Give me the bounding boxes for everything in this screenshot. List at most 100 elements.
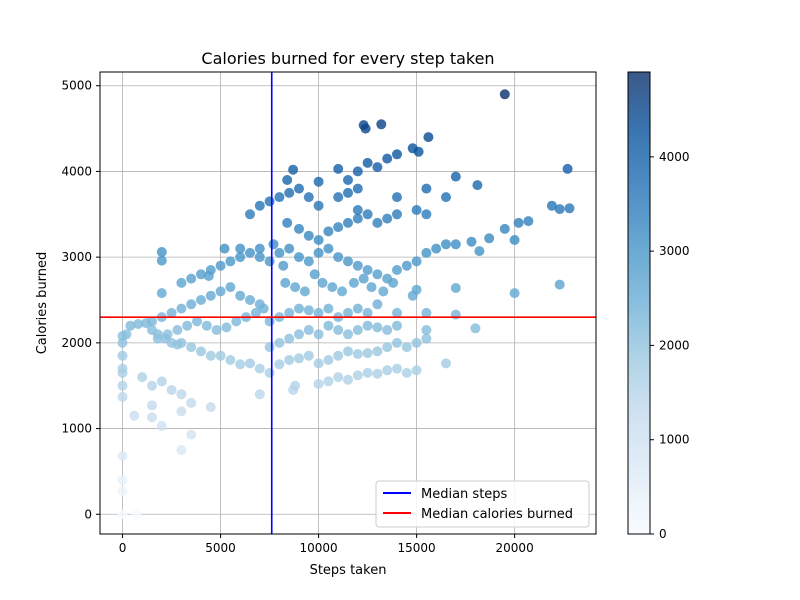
data-point <box>348 277 359 288</box>
data-point <box>343 175 353 185</box>
data-point <box>176 445 187 455</box>
legend-median-steps-label: Median steps <box>421 487 508 502</box>
data-point <box>303 230 314 241</box>
data-point <box>203 271 214 281</box>
colorbar <box>628 72 650 534</box>
data-point <box>337 286 348 297</box>
data-point <box>352 370 363 381</box>
data-point <box>235 243 246 254</box>
data-point <box>509 288 520 299</box>
data-point <box>294 183 304 194</box>
data-point <box>421 247 432 258</box>
data-point <box>411 256 422 267</box>
data-point <box>125 320 136 331</box>
data-point <box>274 247 285 258</box>
scatter-points <box>117 89 575 520</box>
data-point <box>147 316 157 327</box>
data-point <box>450 239 461 250</box>
data-point <box>117 363 128 374</box>
data-point <box>546 200 557 211</box>
data-point <box>117 380 128 391</box>
data-point <box>509 235 520 245</box>
data-point <box>117 350 128 361</box>
data-point <box>274 337 285 348</box>
data-point <box>333 350 344 361</box>
y-axis-ticks: 0 1000 2000 3000 4000 5000 <box>61 79 100 521</box>
data-point <box>323 355 334 365</box>
data-point <box>225 256 236 267</box>
data-point <box>264 342 275 353</box>
data-point <box>499 223 510 234</box>
data-point <box>156 288 167 299</box>
data-point <box>264 256 275 267</box>
data-point <box>254 389 265 400</box>
data-point <box>156 421 167 431</box>
data-point <box>323 243 334 254</box>
y-tick-label: 4000 <box>61 164 92 178</box>
y-tick-label: 5000 <box>61 79 92 93</box>
data-point <box>117 451 128 461</box>
data-point <box>176 337 187 348</box>
data-point <box>235 252 246 263</box>
data-point <box>288 164 299 175</box>
legend: Median steps Median calories burned <box>375 480 590 528</box>
data-point <box>290 380 301 391</box>
x-tick-label: 20000 <box>496 541 534 555</box>
data-point <box>392 307 402 318</box>
data-point <box>303 325 314 335</box>
data-point <box>413 146 424 157</box>
data-point <box>117 509 128 520</box>
data-point <box>352 349 363 359</box>
data-point <box>358 273 369 284</box>
data-point <box>392 209 402 220</box>
data-point <box>362 348 373 359</box>
data-point <box>254 252 265 263</box>
data-point <box>284 243 295 254</box>
chart-title: Calories burned for every step taken <box>201 49 494 68</box>
data-point <box>554 204 565 215</box>
data-point <box>323 226 334 237</box>
data-point <box>450 171 461 182</box>
colorbar-frame <box>627 71 651 535</box>
data-point <box>268 239 279 250</box>
data-point <box>382 153 393 164</box>
data-point <box>294 353 304 364</box>
data-point <box>131 509 142 520</box>
data-point <box>362 320 373 331</box>
data-point <box>254 200 265 211</box>
data-point <box>323 320 334 331</box>
data-point <box>554 279 565 290</box>
y-tick-label: 2000 <box>61 336 92 350</box>
data-point <box>376 119 387 130</box>
x-axis-label: Steps taken <box>310 563 387 578</box>
data-point <box>382 365 393 376</box>
data-point <box>431 243 442 254</box>
data-point <box>343 374 353 385</box>
data-point <box>225 355 236 365</box>
data-point <box>372 162 383 173</box>
data-point <box>303 192 314 203</box>
data-point <box>388 277 399 288</box>
data-point <box>117 337 128 348</box>
data-point <box>421 325 432 335</box>
grid-lines <box>100 72 596 534</box>
data-point <box>333 192 344 203</box>
data-point <box>343 346 353 357</box>
data-point <box>382 325 393 335</box>
data-point <box>250 307 261 318</box>
data-point <box>117 391 128 402</box>
data-point <box>313 247 324 258</box>
data-point <box>278 260 289 271</box>
data-point <box>362 209 373 220</box>
data-point <box>392 192 402 203</box>
data-point <box>333 252 344 263</box>
data-point <box>366 282 377 293</box>
data-point <box>401 260 412 271</box>
data-point <box>411 365 422 376</box>
data-point <box>313 307 324 318</box>
data-point <box>313 235 324 245</box>
data-point <box>303 350 314 361</box>
data-point <box>284 355 295 365</box>
data-point <box>254 363 265 374</box>
